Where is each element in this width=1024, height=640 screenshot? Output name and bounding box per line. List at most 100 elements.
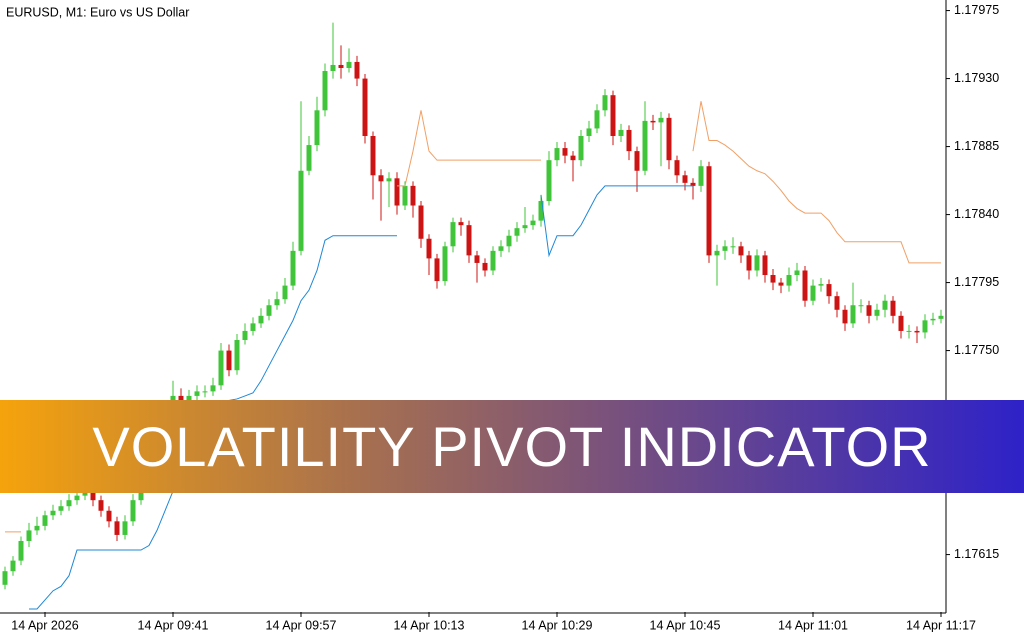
- candle-body: [762, 255, 768, 276]
- candle-body: [402, 185, 408, 206]
- candle-body: [730, 246, 736, 248]
- candle-body: [362, 78, 368, 136]
- candle-body: [570, 155, 576, 161]
- candle-body: [338, 64, 344, 68]
- candle-body: [786, 275, 792, 286]
- candle-body: [266, 305, 272, 316]
- candle-body: [434, 258, 440, 282]
- candle-body: [330, 64, 336, 72]
- candle-body: [770, 275, 776, 283]
- candle-body: [122, 521, 128, 535]
- candle-body: [626, 129, 632, 152]
- candle-body: [194, 391, 200, 396]
- candle-body: [218, 350, 224, 386]
- indicator-line: [29, 185, 693, 610]
- candle-body: [474, 255, 480, 263]
- y-tick-label: 1.17885: [954, 139, 999, 153]
- y-tick-label: 1.17930: [954, 71, 999, 85]
- candle-body: [858, 305, 864, 307]
- candle-body: [466, 225, 472, 256]
- y-tick-label: 1.17840: [954, 207, 999, 221]
- candle-body: [778, 282, 784, 286]
- x-tick-label: 14 Apr 10:45: [650, 618, 721, 632]
- candle-body: [690, 182, 696, 186]
- candle-body: [538, 200, 544, 221]
- x-tick-label: 14 Apr 09:41: [138, 618, 209, 632]
- candle-body: [50, 510, 56, 516]
- candle-body: [882, 300, 888, 310]
- candle-body: [290, 250, 296, 286]
- candle-body: [226, 350, 232, 371]
- candle-body: [74, 495, 80, 501]
- candle-body: [610, 95, 616, 136]
- candle-body: [738, 246, 744, 256]
- y-tick-label: 1.17975: [954, 3, 999, 17]
- x-tick-label: 14 Apr 11:01: [778, 618, 848, 632]
- candle-body: [826, 284, 832, 297]
- candle-body: [850, 305, 856, 324]
- candle-body: [842, 309, 848, 324]
- candle-body: [642, 120, 648, 171]
- chart-title: EURUSD, M1: Euro vs US Dollar: [6, 5, 189, 19]
- candle-body: [698, 166, 704, 186]
- candle-body: [410, 185, 416, 206]
- candle-body: [298, 170, 304, 251]
- candle-body: [346, 61, 352, 68]
- y-tick-label: 1.17615: [954, 547, 999, 561]
- candle-body: [90, 491, 96, 501]
- candle-body: [282, 285, 288, 300]
- candle-body: [418, 205, 424, 239]
- candle-body: [242, 330, 248, 340]
- candle-body: [602, 95, 608, 111]
- candle-body: [746, 255, 752, 271]
- candle-body: [682, 175, 688, 183]
- candle-body: [98, 500, 104, 511]
- candle-body: [522, 225, 528, 229]
- candle-body: [202, 391, 208, 393]
- candle-body: [834, 296, 840, 310]
- candle-body: [426, 238, 432, 259]
- candle-body: [106, 510, 112, 522]
- candle-body: [594, 110, 600, 129]
- candle-body: [178, 395, 184, 401]
- candle-body: [250, 323, 256, 331]
- candle-body: [42, 515, 48, 526]
- candle-body: [618, 129, 624, 136]
- candle-body: [82, 491, 88, 496]
- candle-body: [554, 148, 560, 161]
- candle-body: [2, 571, 8, 585]
- candle-body: [378, 175, 384, 182]
- candle-body: [490, 250, 496, 271]
- candle-body: [866, 305, 872, 316]
- candle-body: [530, 220, 536, 226]
- candle-body: [306, 145, 312, 171]
- candle-body: [114, 521, 120, 535]
- candle-body: [234, 340, 240, 371]
- candle-body: [578, 136, 584, 161]
- x-tick-label: 14 Apr 09:57: [266, 618, 337, 632]
- candle-body: [722, 246, 728, 251]
- candle-body: [442, 246, 448, 282]
- candle-body: [658, 117, 664, 123]
- candle-body: [706, 166, 712, 256]
- candle-body: [482, 262, 488, 271]
- candle-body: [586, 128, 592, 136]
- candle-body: [26, 530, 32, 541]
- x-tick-label: 14 Apr 10:13: [394, 618, 465, 632]
- candle-body: [666, 117, 672, 161]
- candle-body: [506, 235, 512, 247]
- candle-body: [58, 506, 64, 511]
- candle-body: [562, 148, 568, 156]
- candle-body: [274, 299, 280, 306]
- candle-body: [922, 320, 928, 333]
- candle-body: [906, 330, 912, 332]
- candle-body: [314, 110, 320, 146]
- candle-body: [874, 309, 880, 316]
- candle-body: [186, 395, 192, 401]
- candle-body: [802, 270, 808, 301]
- candle-body: [890, 300, 896, 316]
- y-tick-label: 1.17795: [954, 275, 999, 289]
- candle-body: [210, 385, 216, 392]
- candle-body: [34, 525, 40, 531]
